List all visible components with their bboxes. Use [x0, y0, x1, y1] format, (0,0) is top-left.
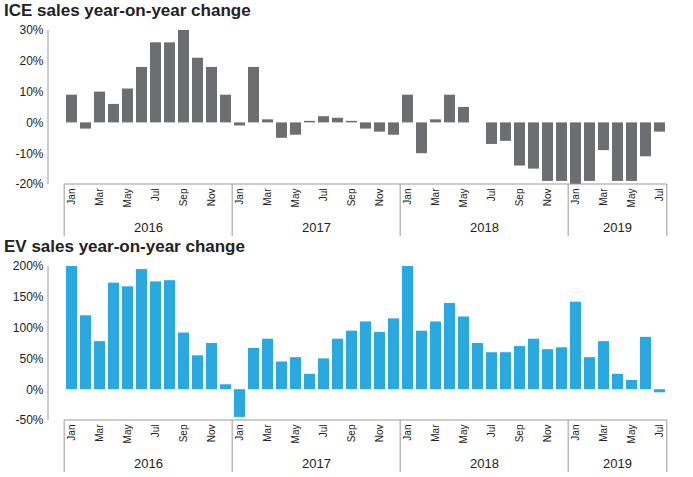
html-text:ICE sales year-on-year change: ICE sales year-on-year change [4, 1, 251, 20]
svg-text:2018: 2018 [470, 456, 499, 471]
svg-text:Nov: Nov [206, 425, 217, 443]
svg-text:-20%: -20% [15, 177, 43, 191]
svg-text:50%: 50% [19, 352, 43, 366]
svg-text:Jul: Jul [150, 189, 161, 202]
svg-text:0%: 0% [26, 383, 44, 397]
svg-text:May: May [122, 425, 133, 444]
svg-text:Mar: Mar [598, 188, 609, 206]
html-text:EV sales year-on-year change: EV sales year-on-year change [4, 237, 245, 256]
svg-text:May: May [290, 425, 301, 444]
svg-text:Mar: Mar [94, 188, 105, 206]
svg-text:May: May [122, 189, 133, 208]
svg-text:May: May [626, 425, 637, 444]
svg-text:Nov: Nov [542, 189, 553, 207]
svg-text:Jan: Jan [66, 425, 77, 441]
svg-text:Jul: Jul [486, 425, 497, 438]
svg-text:-10%: -10% [15, 147, 43, 161]
svg-text:100%: 100% [13, 321, 44, 335]
svg-text:May: May [290, 189, 301, 208]
svg-text:Nov: Nov [206, 189, 217, 207]
svg-text:Jul: Jul [150, 425, 161, 438]
svg-text:2019: 2019 [603, 220, 632, 235]
svg-text:200%: 200% [13, 259, 44, 273]
svg-text:Mar: Mar [94, 424, 105, 442]
svg-text:20%: 20% [19, 54, 43, 68]
svg-text:May: May [458, 189, 469, 208]
svg-text:Jan: Jan [234, 189, 245, 205]
svg-text:Sep: Sep [178, 188, 189, 206]
svg-text:-50%: -50% [15, 413, 43, 427]
svg-text:May: May [458, 425, 469, 444]
svg-text:Jul: Jul [654, 189, 665, 202]
svg-text:2016: 2016 [134, 220, 163, 235]
svg-text:0%: 0% [26, 116, 44, 130]
svg-text:Nov: Nov [542, 425, 553, 443]
svg-text:2017: 2017 [302, 220, 331, 235]
svg-text:Mar: Mar [262, 424, 273, 442]
svg-text:Jan: Jan [570, 189, 581, 205]
svg-text:Jan: Jan [66, 189, 77, 205]
svg-text:Sep: Sep [346, 188, 357, 206]
svg-text:Sep: Sep [346, 424, 357, 442]
svg-text:Jan: Jan [570, 425, 581, 441]
svg-text:2018: 2018 [470, 220, 499, 235]
svg-text:10%: 10% [19, 85, 43, 99]
svg-text:Jul: Jul [654, 425, 665, 438]
svg-text:Jan: Jan [402, 425, 413, 441]
svg-text:Sep: Sep [178, 424, 189, 442]
svg-text:Mar: Mar [430, 188, 441, 206]
svg-text:2019: 2019 [603, 456, 632, 471]
svg-text:Mar: Mar [598, 424, 609, 442]
svg-text:Mar: Mar [262, 188, 273, 206]
svg-text:2017: 2017 [302, 456, 331, 471]
svg-text:Nov: Nov [374, 189, 385, 207]
svg-text:2016: 2016 [134, 456, 163, 471]
svg-text:30%: 30% [19, 23, 43, 37]
svg-text:Jan: Jan [234, 425, 245, 441]
svg-text:May: May [626, 189, 637, 208]
svg-text:Jul: Jul [318, 189, 329, 202]
svg-text:150%: 150% [13, 290, 44, 304]
svg-text:Jul: Jul [486, 189, 497, 202]
svg-text:Sep: Sep [514, 424, 525, 442]
svg-text:Jan: Jan [402, 189, 413, 205]
svg-text:Jul: Jul [318, 425, 329, 438]
svg-text:Sep: Sep [514, 188, 525, 206]
svg-text:Nov: Nov [374, 425, 385, 443]
svg-text:Mar: Mar [430, 424, 441, 442]
